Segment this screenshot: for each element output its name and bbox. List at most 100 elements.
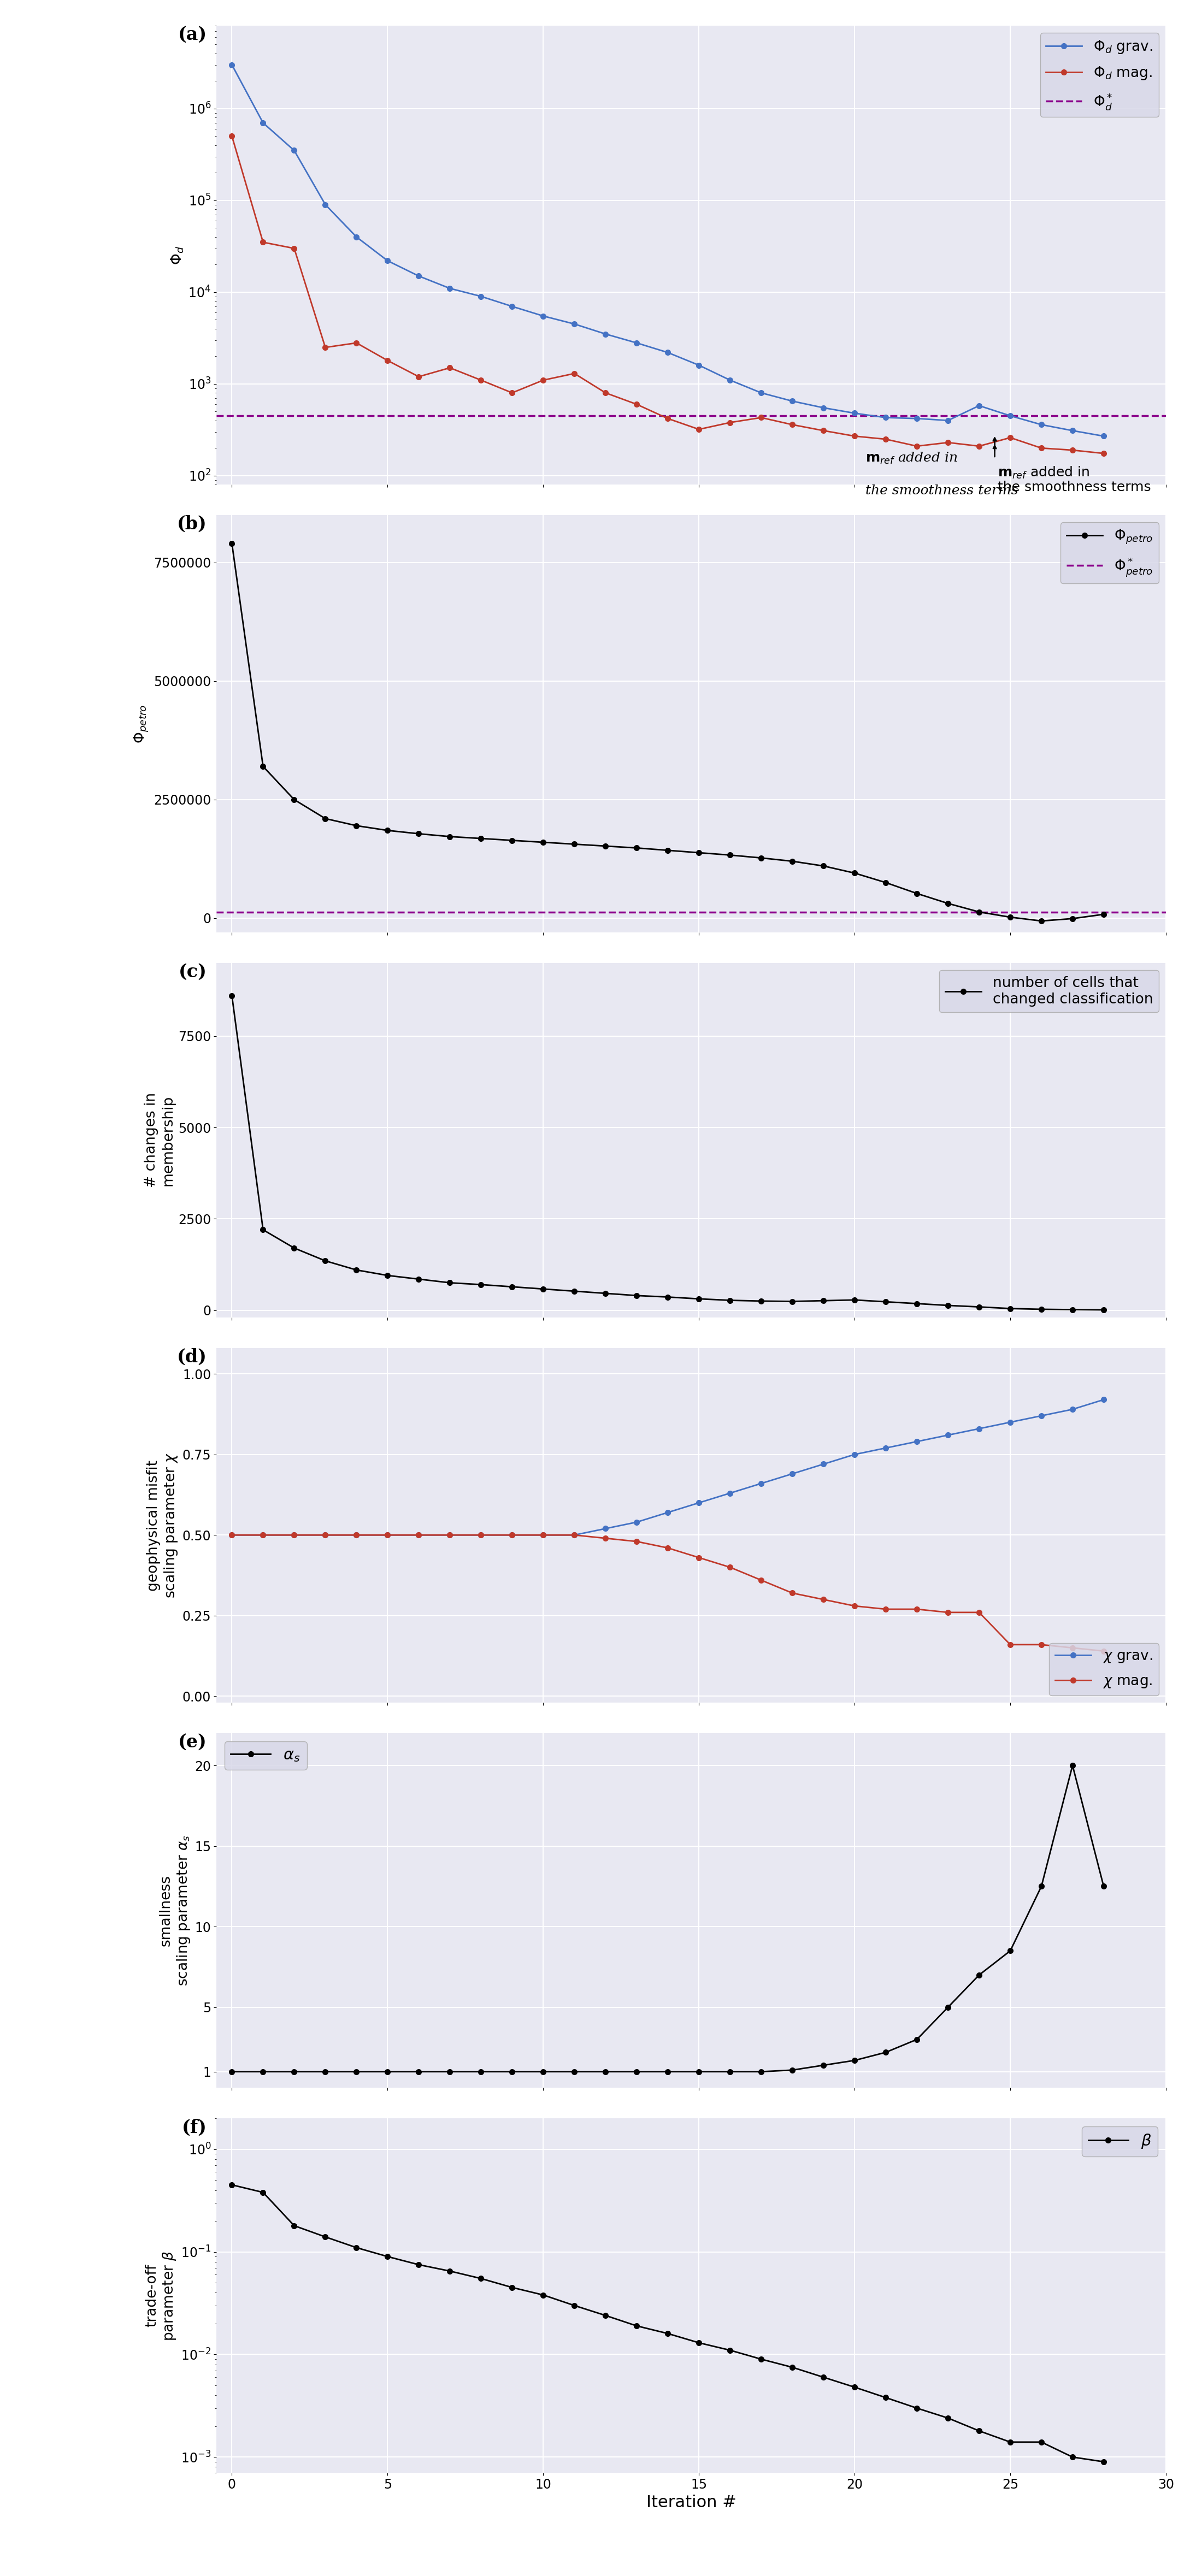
$\chi$ mag. (567, 1520, 582, 1551)
$\beta$ (567, 2290, 582, 2321)
$\alpha_s$ (630, 2056, 644, 2087)
$\Phi_d$ grav. (225, 49, 239, 80)
$\chi$ mag. (941, 1597, 956, 1628)
$\Phi_d$ mag. (536, 366, 551, 397)
$\Phi_d$ mag. (411, 361, 426, 392)
$\Phi_d$ grav. (1002, 399, 1017, 430)
$\chi$ grav. (941, 1419, 956, 1450)
$\chi$ grav. (879, 1432, 893, 1463)
$\chi$ grav. (847, 1440, 862, 1471)
$\Phi_d$ mag. (567, 358, 582, 389)
Y-axis label: geophysical misfit
scaling parameter $\chi$: geophysical misfit scaling parameter $\c… (147, 1453, 179, 1597)
$\Phi_d$ grav. (380, 245, 394, 276)
$\Phi_d$ grav. (505, 291, 519, 322)
$\Phi_{petro}$ (785, 845, 799, 876)
$\Phi_{petro}$ (350, 811, 364, 842)
$\chi$ mag. (816, 1584, 831, 1615)
$\beta$ (1002, 2427, 1017, 2458)
$\chi$ grav. (287, 1520, 302, 1551)
Y-axis label: trade-off
parameter $\beta$: trade-off parameter $\beta$ (144, 2251, 178, 2342)
Legend: number of cells that
changed classification: number of cells that changed classificat… (939, 971, 1159, 1012)
$\Phi_d$ grav. (536, 301, 551, 332)
$\Phi_d$ grav. (1065, 415, 1079, 446)
$\chi$ grav. (225, 1520, 239, 1551)
$\chi$ mag. (599, 1522, 613, 1553)
$\alpha_s$ (319, 2056, 333, 2087)
$\Phi_{petro}$ (847, 858, 862, 889)
$\Phi_d$ grav. (350, 222, 364, 252)
$\Phi_d$ grav. (1096, 420, 1111, 451)
$\Phi_{petro}$ (442, 822, 457, 853)
$\chi$ grav. (630, 1507, 644, 1538)
$\alpha_s$ (1096, 1870, 1111, 1901)
$\chi$ grav. (256, 1520, 270, 1551)
Text: $\mathbf{m}_{ref}$ added in: $\mathbf{m}_{ref}$ added in (998, 466, 1090, 479)
$\chi$ grav. (599, 1512, 613, 1543)
Text: the smoothness terms: the smoothness terms (865, 484, 1018, 497)
$\Phi_d$ mag. (1034, 433, 1048, 464)
$\beta$ (1065, 2442, 1079, 2473)
$\beta$ (661, 2318, 676, 2349)
$\Phi^*_{petro}$ (225, 896, 239, 927)
$\beta$ (630, 2311, 644, 2342)
$\alpha_s$ (411, 2056, 426, 2087)
$\alpha_s$ (722, 2056, 737, 2087)
$\alpha_s$ (256, 2056, 270, 2087)
$\Phi_d$ mag. (1065, 435, 1079, 466)
$\Phi_d$ mag. (847, 420, 862, 451)
$\beta$ (879, 2383, 893, 2414)
$\chi$ grav. (319, 1520, 333, 1551)
$\Phi_d$ grav. (442, 273, 457, 304)
$\Phi_d$ mag. (972, 430, 987, 461)
$\alpha_s$ (350, 2056, 364, 2087)
$\Phi_{petro}$ (691, 837, 706, 868)
$\chi$ grav. (505, 1520, 519, 1551)
$\Phi_d$ mag. (505, 376, 519, 407)
$\chi$ mag. (722, 1551, 737, 1582)
Line: $\Phi_{petro}$: $\Phi_{petro}$ (230, 541, 1106, 925)
Text: (e): (e) (178, 1734, 207, 1752)
$\Phi_{petro}$ (225, 528, 239, 559)
$\Phi_d$ grav. (847, 397, 862, 428)
$\Phi_d$ grav. (256, 108, 270, 139)
$\chi$ grav. (1034, 1401, 1048, 1432)
$\Phi_{petro}$ (380, 814, 394, 845)
$\chi$ mag. (350, 1520, 364, 1551)
Text: the smoothness terms: the smoothness terms (998, 482, 1152, 495)
$\beta$ (816, 2362, 831, 2393)
$\Phi_d$ mag. (941, 428, 956, 459)
Text: (a): (a) (178, 26, 207, 44)
$\Phi_{petro}$ (319, 804, 333, 835)
$\chi$ mag. (847, 1589, 862, 1620)
$\Phi_d$ mag. (691, 415, 706, 446)
Text: (c): (c) (179, 963, 207, 981)
$\alpha_s$ (474, 2056, 488, 2087)
$\Phi_{petro}$ (1096, 899, 1111, 930)
$\beta$ (380, 2241, 394, 2272)
$\beta$ (785, 2352, 799, 2383)
$\chi$ mag. (474, 1520, 488, 1551)
$\chi$ grav. (380, 1520, 394, 1551)
$\chi$ mag. (411, 1520, 426, 1551)
$\Phi_d$ mag. (1002, 422, 1017, 453)
$\Phi_d$ grav. (691, 350, 706, 381)
$\Phi_{petro}$ (630, 832, 644, 863)
$\beta$ (287, 2210, 302, 2241)
$\chi$ mag. (505, 1520, 519, 1551)
$\chi$ mag. (256, 1520, 270, 1551)
$\beta$ (1034, 2427, 1048, 2458)
$\beta$ (536, 2280, 551, 2311)
$\beta$ (599, 2300, 613, 2331)
Line: $\Phi_d$ grav.: $\Phi_d$ grav. (230, 62, 1106, 438)
Line: $\alpha_s$: $\alpha_s$ (230, 1762, 1106, 2074)
$\beta$ (225, 2169, 239, 2200)
$\chi$ grav. (350, 1520, 364, 1551)
$\chi$ mag. (380, 1520, 394, 1551)
$\Phi_{petro}$ (661, 835, 676, 866)
$\Phi_{petro}$ (816, 850, 831, 881)
$\chi$ mag. (319, 1520, 333, 1551)
$\chi$ mag. (287, 1520, 302, 1551)
$\chi$ mag. (879, 1595, 893, 1625)
$\chi$ grav. (816, 1448, 831, 1479)
$\Phi_d$ grav. (599, 319, 613, 350)
